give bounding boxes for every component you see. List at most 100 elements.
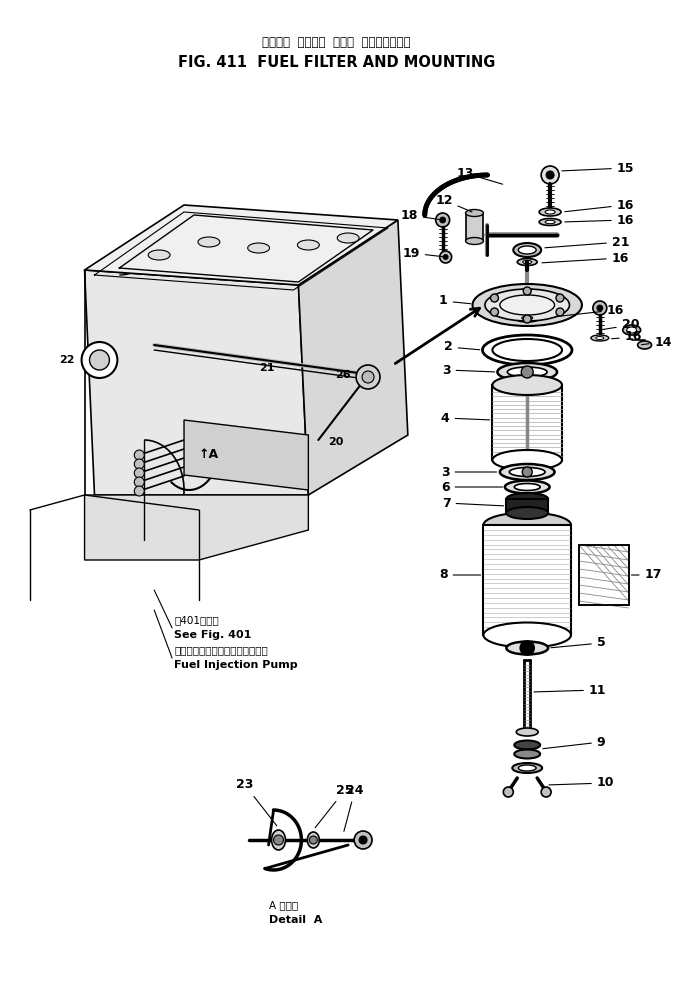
Polygon shape <box>84 270 308 495</box>
Ellipse shape <box>627 327 637 333</box>
Text: 14: 14 <box>642 335 672 348</box>
Ellipse shape <box>505 480 550 493</box>
Polygon shape <box>298 220 408 495</box>
Ellipse shape <box>509 467 545 476</box>
Circle shape <box>541 787 551 797</box>
Ellipse shape <box>518 765 536 771</box>
Text: 16: 16 <box>564 199 634 212</box>
Text: 13: 13 <box>456 167 503 185</box>
Bar <box>483 525 571 635</box>
Ellipse shape <box>198 237 220 247</box>
Text: 24: 24 <box>344 783 364 831</box>
Ellipse shape <box>500 295 554 315</box>
Text: Fuel Injection Pump: Fuel Injection Pump <box>174 660 297 670</box>
Circle shape <box>436 213 450 227</box>
Circle shape <box>135 477 144 487</box>
Circle shape <box>597 305 603 311</box>
Ellipse shape <box>148 250 170 260</box>
Circle shape <box>310 836 317 844</box>
Circle shape <box>359 836 367 844</box>
Text: 1: 1 <box>439 294 470 307</box>
Ellipse shape <box>637 341 652 349</box>
Text: 3: 3 <box>441 465 497 478</box>
Circle shape <box>362 371 374 383</box>
Ellipse shape <box>516 728 538 736</box>
Ellipse shape <box>500 464 554 480</box>
Ellipse shape <box>517 258 537 265</box>
Ellipse shape <box>483 335 572 365</box>
Text: 12: 12 <box>435 194 472 212</box>
Ellipse shape <box>539 219 561 226</box>
Text: フェエルインジェクションポンプ: フェエルインジェクションポンプ <box>174 645 268 655</box>
Ellipse shape <box>466 238 483 245</box>
Text: 8: 8 <box>439 569 481 582</box>
Text: 20: 20 <box>602 318 639 331</box>
Text: 9: 9 <box>543 736 606 748</box>
Text: 16: 16 <box>565 214 634 227</box>
Text: 19: 19 <box>402 247 443 259</box>
Ellipse shape <box>506 642 548 655</box>
Text: A 詳細図: A 詳細図 <box>268 900 297 910</box>
Circle shape <box>521 641 534 655</box>
Bar <box>579 545 629 605</box>
Circle shape <box>546 171 554 179</box>
Text: Detail  A: Detail A <box>268 915 322 925</box>
Circle shape <box>523 467 532 477</box>
Polygon shape <box>184 420 308 490</box>
Ellipse shape <box>515 314 539 322</box>
Polygon shape <box>84 205 398 285</box>
Circle shape <box>354 831 372 849</box>
Text: 3: 3 <box>442 363 495 376</box>
Ellipse shape <box>518 246 536 254</box>
Ellipse shape <box>523 260 532 263</box>
Circle shape <box>135 450 144 460</box>
Circle shape <box>135 486 144 496</box>
Circle shape <box>523 287 531 295</box>
Ellipse shape <box>308 832 319 848</box>
Ellipse shape <box>492 450 562 470</box>
Text: FIG. 411  FUEL FILTER AND MOUNTING: FIG. 411 FUEL FILTER AND MOUNTING <box>178 55 495 70</box>
Text: 17: 17 <box>631 569 662 582</box>
Circle shape <box>82 342 118 378</box>
Ellipse shape <box>507 367 547 377</box>
Circle shape <box>439 251 452 263</box>
Text: 2: 2 <box>444 340 480 353</box>
Ellipse shape <box>522 316 533 320</box>
Ellipse shape <box>514 483 540 490</box>
Text: 16: 16 <box>542 251 629 264</box>
Text: 15: 15 <box>562 162 634 175</box>
Ellipse shape <box>539 208 561 216</box>
Ellipse shape <box>596 336 604 339</box>
Circle shape <box>504 787 513 797</box>
Text: 20: 20 <box>329 437 344 447</box>
Bar <box>506 499 548 513</box>
Text: See Fig. 401: See Fig. 401 <box>174 630 251 640</box>
Text: 22: 22 <box>59 355 74 365</box>
Circle shape <box>439 217 445 223</box>
Ellipse shape <box>483 623 571 648</box>
Ellipse shape <box>514 741 540 749</box>
Ellipse shape <box>272 830 285 850</box>
Ellipse shape <box>506 507 548 519</box>
Circle shape <box>135 468 144 478</box>
Ellipse shape <box>247 243 270 253</box>
Ellipse shape <box>506 493 548 505</box>
Text: 21: 21 <box>259 363 274 373</box>
Polygon shape <box>84 495 308 560</box>
Text: 21: 21 <box>545 236 629 249</box>
Circle shape <box>491 294 498 302</box>
Ellipse shape <box>512 763 542 773</box>
Text: 5: 5 <box>551 637 606 650</box>
Ellipse shape <box>513 243 541 257</box>
Ellipse shape <box>591 335 609 341</box>
Ellipse shape <box>483 513 571 538</box>
Circle shape <box>274 835 283 845</box>
Circle shape <box>443 254 448 259</box>
Text: 16: 16 <box>555 303 624 316</box>
Ellipse shape <box>297 240 319 250</box>
Circle shape <box>356 365 380 389</box>
Text: 26: 26 <box>335 370 351 380</box>
Text: 第401図参照: 第401図参照 <box>174 615 219 625</box>
Text: 16: 16 <box>612 330 642 343</box>
Ellipse shape <box>514 749 540 758</box>
